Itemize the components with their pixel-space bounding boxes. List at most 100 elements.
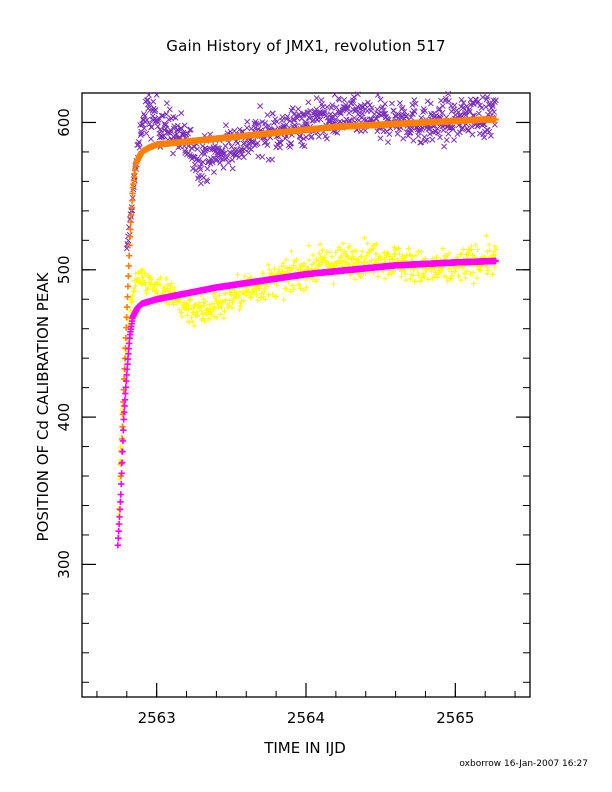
scatter-point-0 bbox=[449, 124, 456, 131]
scatter-point-0 bbox=[381, 100, 388, 107]
scatter-point-1 bbox=[401, 267, 407, 273]
scatter-point-1 bbox=[413, 252, 419, 258]
fit-point-3 bbox=[121, 396, 129, 403]
scatter-point-0 bbox=[374, 128, 381, 135]
scatter-point-0 bbox=[141, 125, 148, 132]
scatter-point-1 bbox=[301, 287, 307, 294]
scatter-point-1 bbox=[451, 268, 457, 275]
scatter-point-0 bbox=[486, 128, 493, 135]
scatter-point-1 bbox=[286, 279, 292, 285]
scatter-point-1 bbox=[360, 259, 367, 265]
scatter-point-1 bbox=[381, 250, 387, 256]
scatter-point-1 bbox=[410, 272, 416, 279]
scatter-point-1 bbox=[157, 282, 163, 288]
scatter-point-1 bbox=[216, 292, 222, 299]
scatter-point-0 bbox=[332, 116, 339, 123]
scatter-point-0 bbox=[220, 164, 227, 171]
scatter-point-0 bbox=[295, 106, 302, 113]
scatter-point-1 bbox=[155, 281, 161, 287]
fit-point-3 bbox=[120, 426, 127, 434]
scatter-point-0 bbox=[441, 143, 448, 150]
y-tick-label: 600 bbox=[55, 108, 73, 137]
scatter-point-1 bbox=[445, 278, 451, 284]
scatter-point-0 bbox=[225, 159, 232, 166]
scatter-point-0 bbox=[349, 99, 356, 105]
scatter-point-1 bbox=[391, 251, 398, 258]
scatter-point-1 bbox=[434, 274, 441, 280]
scatter-point-1 bbox=[236, 288, 243, 294]
fit-point-2 bbox=[125, 262, 132, 270]
scatter-point-0 bbox=[141, 113, 148, 119]
scatter-point-1 bbox=[221, 315, 227, 321]
scatter-point-0 bbox=[276, 144, 283, 151]
fit-point-2 bbox=[125, 252, 133, 259]
scatter-point-0 bbox=[152, 106, 159, 113]
scatter-point-1 bbox=[290, 283, 296, 289]
scatter-point-1 bbox=[221, 308, 228, 314]
scatter-point-0 bbox=[150, 98, 157, 105]
scatter-point-1 bbox=[409, 253, 415, 259]
fit-point-2 bbox=[128, 197, 136, 204]
scatter-point-0 bbox=[211, 169, 217, 176]
scatter-point-1 bbox=[194, 312, 201, 318]
scatter-point-0 bbox=[368, 104, 375, 111]
scatter-point-1 bbox=[132, 288, 138, 294]
scatter-point-1 bbox=[338, 253, 345, 259]
scatter-point-0 bbox=[301, 110, 308, 117]
scatter-point-1 bbox=[446, 250, 452, 256]
fit-point-2 bbox=[119, 423, 126, 430]
scatter-point-1 bbox=[198, 308, 204, 314]
scatter-point-1 bbox=[336, 244, 342, 250]
scatter-point-1 bbox=[375, 274, 381, 280]
scatter-point-0 bbox=[468, 123, 475, 130]
fit-point-3 bbox=[122, 390, 129, 397]
scatter-point-1 bbox=[367, 247, 373, 254]
fit-point-3 bbox=[123, 377, 130, 385]
scatter-point-1 bbox=[425, 276, 431, 283]
scatter-point-0 bbox=[255, 121, 262, 127]
scatter-point-0 bbox=[136, 139, 143, 146]
fit-point-2 bbox=[126, 233, 134, 240]
scatter-point-1 bbox=[189, 319, 195, 325]
scatter-point-0 bbox=[451, 136, 457, 143]
scatter-point-0 bbox=[360, 116, 367, 123]
scatter-point-1 bbox=[140, 267, 146, 273]
fit-point-3 bbox=[117, 491, 124, 498]
scatter-point-1 bbox=[283, 257, 289, 263]
scatter-point-1 bbox=[153, 288, 159, 294]
scatter-point-1 bbox=[357, 274, 363, 280]
scatter-point-0 bbox=[447, 124, 454, 131]
scatter-point-0 bbox=[443, 137, 450, 144]
scatter-point-0 bbox=[405, 132, 412, 139]
scatter-point-1 bbox=[209, 301, 215, 307]
scatter-point-0 bbox=[281, 123, 288, 130]
scatter-point-1 bbox=[297, 285, 304, 291]
scatter-point-1 bbox=[280, 260, 286, 266]
scatter-point-1 bbox=[129, 296, 135, 302]
scatter-point-1 bbox=[405, 246, 411, 252]
scatter-point-1 bbox=[395, 245, 402, 252]
scatter-point-0 bbox=[317, 116, 324, 123]
scatter-point-1 bbox=[235, 272, 241, 278]
scatter-point-1 bbox=[359, 248, 365, 254]
scatter-point-1 bbox=[485, 267, 491, 274]
scatter-point-1 bbox=[381, 256, 387, 262]
scatter-point-1 bbox=[338, 247, 344, 253]
scatter-point-1 bbox=[389, 256, 396, 262]
scatter-point-1 bbox=[346, 262, 352, 268]
scatter-point-0 bbox=[403, 112, 410, 119]
scatter-point-1 bbox=[336, 258, 342, 264]
scatter-point-1 bbox=[474, 246, 481, 252]
scatter-point-1 bbox=[256, 285, 263, 291]
scatter-point-1 bbox=[167, 286, 173, 292]
scatter-point-0 bbox=[197, 166, 204, 173]
scatter-point-1 bbox=[322, 254, 328, 260]
scatter-point-0 bbox=[489, 103, 496, 110]
scatter-point-1 bbox=[352, 276, 358, 282]
scatter-point-0 bbox=[351, 94, 357, 100]
scatter-point-0 bbox=[366, 102, 373, 109]
scatter-point-1 bbox=[273, 293, 279, 300]
scatter-point-1 bbox=[207, 316, 213, 322]
scatter-point-1 bbox=[236, 292, 242, 298]
scatter-point-1 bbox=[314, 277, 320, 283]
